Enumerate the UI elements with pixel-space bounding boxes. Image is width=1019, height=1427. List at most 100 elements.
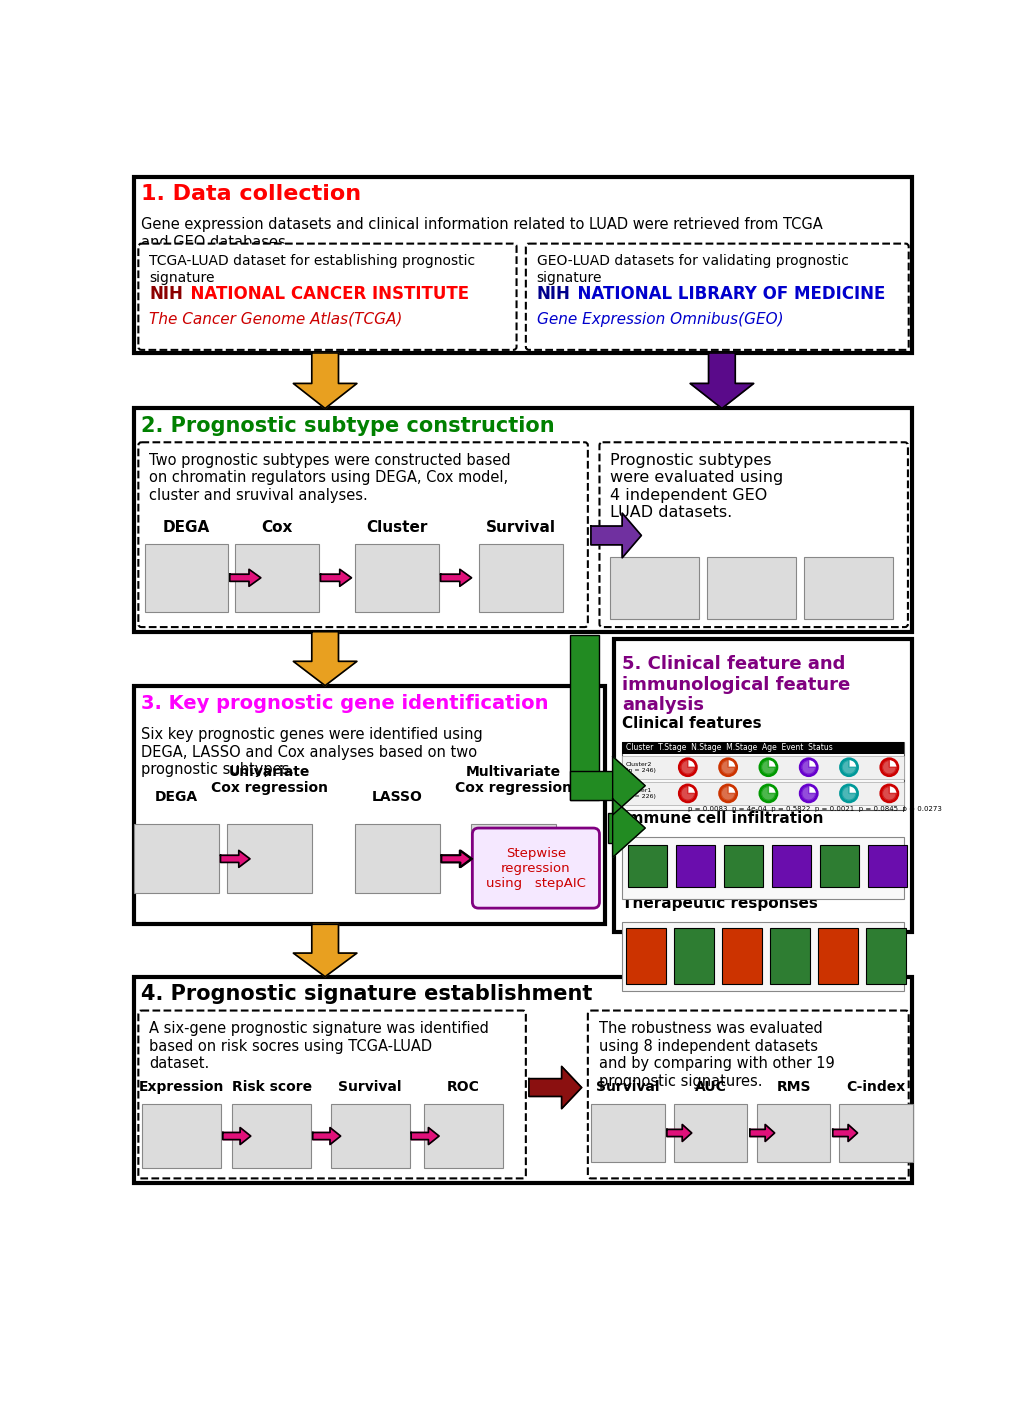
Text: Stepwise
regression
using   stepAIC: Stepwise regression using stepAIC [485,846,585,889]
Bar [819,845,858,888]
Bar [590,1104,664,1162]
Bar [622,922,903,992]
Polygon shape [293,925,357,976]
Text: Six key prognostic genes were identified using
DEGA, LASSO and Cox analyses base: Six key prognostic genes were identified… [142,728,483,776]
Polygon shape [612,756,645,815]
Text: Survival: Survival [596,1080,659,1093]
Text: 3. Key prognostic gene identification: 3. Key prognostic gene identification [142,694,548,712]
Polygon shape [440,569,471,586]
Bar [622,742,903,753]
FancyBboxPatch shape [472,828,599,908]
Text: Immune cell infiltration: Immune cell infiltration [622,812,822,826]
Text: C-index: C-index [846,1080,905,1093]
Bar [145,544,228,612]
Polygon shape [690,352,753,408]
Text: Multivariate
Cox regression: Multivariate Cox regression [454,765,572,795]
Bar [622,742,903,809]
Bar [570,771,613,801]
Polygon shape [761,786,774,801]
Text: Risk score: Risk score [231,1080,312,1093]
Text: Two prognostic subtypes were constructed based
on chromatin regulators using DEG: Two prognostic subtypes were constructed… [149,452,511,502]
Text: Cluster1
(n = 226): Cluster1 (n = 226) [626,788,655,799]
Text: DEGA: DEGA [163,519,210,535]
Polygon shape [441,850,472,868]
Bar [721,928,761,983]
Bar [817,928,857,983]
Bar [226,825,312,893]
Text: Clinical features: Clinical features [622,716,761,731]
Text: Cluster: Cluster [366,519,427,535]
Bar [570,635,599,801]
Text: Expression: Expression [139,1080,224,1093]
FancyBboxPatch shape [599,442,907,626]
Circle shape [718,759,736,776]
Bar [706,557,796,619]
Text: Prognostic subtypes
were evaluated using
4 independent GEO
LUAD datasets.: Prognostic subtypes were evaluated using… [609,452,783,521]
Text: Survival: Survival [486,519,555,535]
Text: Therapeutic responses: Therapeutic responses [622,896,817,910]
Polygon shape [293,352,357,408]
Text: AUC: AUC [695,1080,727,1093]
Polygon shape [720,761,735,773]
Text: DEGA: DEGA [155,791,198,803]
Polygon shape [590,514,641,558]
Bar [769,928,809,983]
Polygon shape [801,786,815,801]
Bar [676,845,714,888]
Circle shape [880,759,897,776]
Text: NATIONAL LIBRARY OF MEDICINE: NATIONAL LIBRARY OF MEDICINE [566,285,884,303]
Bar [609,557,699,619]
Bar [423,1104,502,1167]
Circle shape [800,785,816,802]
Polygon shape [720,786,735,801]
Circle shape [679,785,696,802]
Bar [622,782,903,805]
Polygon shape [313,1127,340,1144]
Bar [622,838,903,899]
Circle shape [759,759,776,776]
Polygon shape [320,569,352,586]
Text: Cluster  T.Stage  N.Stage  M.Stage  Age  Event  Status: Cluster T.Stage N.Stage M.Stage Age Even… [626,743,832,752]
Bar [803,557,893,619]
FancyBboxPatch shape [587,1010,908,1179]
Bar [133,408,911,632]
FancyBboxPatch shape [526,244,908,350]
Bar [865,928,906,983]
Text: The robustness was evaluated
using 8 independent datasets
and by comparing with : The robustness was evaluated using 8 ind… [598,1022,834,1089]
Text: GEO-LUAD datasets for validating prognostic
signature: GEO-LUAD datasets for validating prognos… [536,254,848,284]
Bar [133,825,219,893]
Text: p = 0.0083  p = 4e-04  p = 0.5822  p = 0.0021  p = 0.0845  p = 0.0273: p = 0.0083 p = 4e-04 p = 0.5822 p = 0.00… [687,806,941,812]
Text: NATIONAL CANCER INSTITUTE: NATIONAL CANCER INSTITUTE [178,285,469,303]
Polygon shape [749,1124,773,1142]
Bar [867,845,906,888]
FancyBboxPatch shape [139,244,516,350]
Polygon shape [761,761,774,773]
Circle shape [718,785,736,802]
Polygon shape [881,761,896,773]
Bar [355,825,439,893]
Polygon shape [801,761,815,773]
Circle shape [840,785,857,802]
FancyBboxPatch shape [139,442,587,626]
Polygon shape [229,569,261,586]
Bar [723,845,762,888]
Text: Cluster2
(n = 246): Cluster2 (n = 246) [626,762,655,772]
Bar [330,1104,410,1167]
Bar [355,544,438,612]
Text: 4. Prognostic signature establishment: 4. Prognostic signature establishment [142,983,592,1003]
Polygon shape [681,786,694,801]
Text: 2. Prognostic subtype construction: 2. Prognostic subtype construction [142,415,554,435]
Bar [471,825,555,893]
Bar [607,813,615,843]
Text: TCGA-LUAD dataset for establishing prognostic
signature: TCGA-LUAD dataset for establishing progn… [149,254,475,284]
Bar [674,928,713,983]
Bar [756,1104,829,1162]
Circle shape [679,759,696,776]
Text: A six-gene prognostic signature was identified
based on risk socres using TCGA-L: A six-gene prognostic signature was iden… [149,1022,488,1072]
Text: LASSO: LASSO [371,791,422,803]
Polygon shape [529,1066,581,1109]
Text: Gene Expression Omnibus(GEO): Gene Expression Omnibus(GEO) [536,311,783,327]
Polygon shape [681,761,694,773]
Circle shape [840,759,857,776]
Bar [232,1104,311,1167]
